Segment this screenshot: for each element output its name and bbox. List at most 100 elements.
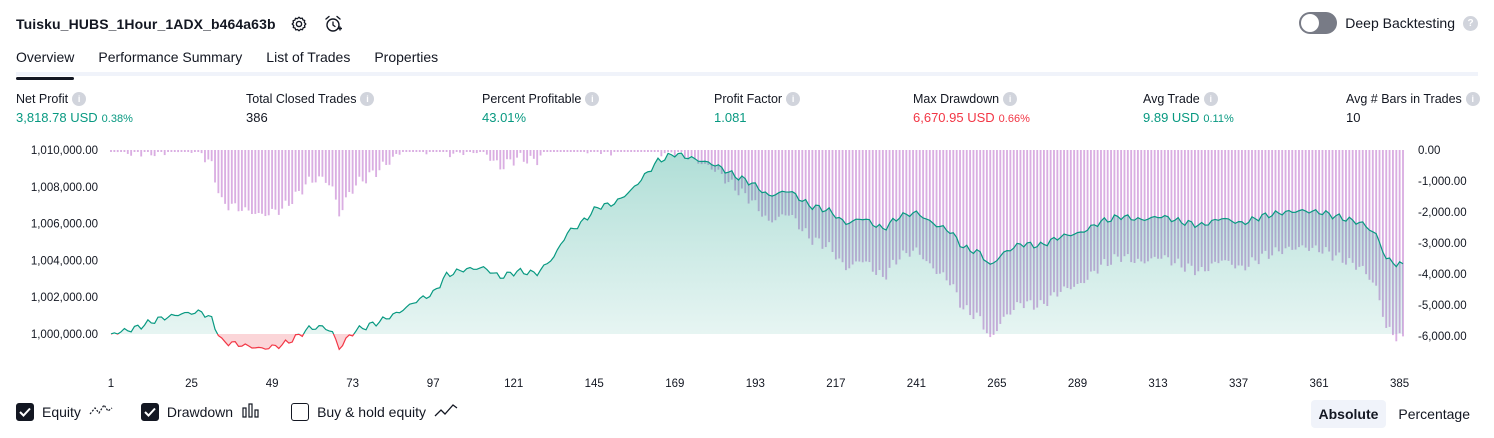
info-icon[interactable]: i	[1003, 92, 1018, 106]
info-icon[interactable]: i	[1203, 92, 1218, 106]
equity-chart[interactable]: 1,010,000.00 1,008,000.00 1,006,000.00 1,00…	[0, 138, 1494, 394]
drawdown-bar	[1314, 150, 1317, 246]
metric-profit-factor: Profit Factor i 1.081	[714, 92, 801, 125]
drawdown-bar	[824, 150, 827, 248]
drawdown-bar	[761, 150, 763, 217]
drawdown-bar	[1029, 150, 1032, 301]
drawdown-bar	[1079, 150, 1082, 283]
drawdown-bar	[1116, 150, 1119, 257]
info-icon[interactable]: i	[72, 92, 87, 106]
drawdown-bar	[1126, 150, 1129, 255]
tab-performance-summary[interactable]: Performance Summary	[98, 49, 243, 65]
drawdown-checkbox[interactable]	[140, 402, 159, 421]
drawdown-bar	[207, 150, 210, 160]
drawdown-bar	[492, 150, 495, 161]
drawdown-bar	[683, 150, 686, 159]
drawdown-bar	[740, 150, 743, 189]
drawdown-bar	[905, 150, 908, 254]
drawdown-bar	[1069, 150, 1072, 290]
drawdown-bar	[1177, 150, 1180, 259]
help-icon[interactable]: ?	[1463, 15, 1478, 31]
drawdown-bar	[962, 150, 965, 310]
metric-percent-profitable: Percent Profitable i 43.01%	[482, 92, 600, 125]
drawdown-bar	[1224, 150, 1227, 261]
drawdown-bar	[381, 150, 384, 162]
legend-equity[interactable]: Equity	[16, 402, 113, 421]
drawdown-bar	[610, 150, 612, 156]
drawdown-bar	[274, 150, 277, 210]
drawdown-bar	[865, 150, 867, 262]
drawdown-bar	[1264, 150, 1267, 251]
drawdown-bar	[1113, 150, 1116, 255]
drawdown-bar	[730, 150, 733, 180]
buy-hold-checkbox[interactable]	[291, 402, 310, 421]
info-icon[interactable]: i	[786, 92, 801, 106]
drawdown-bar	[1046, 150, 1049, 307]
drawdown-bar	[455, 150, 458, 152]
alarm-plus-icon[interactable]	[322, 13, 344, 35]
deep-backtesting-toggle[interactable]	[1299, 12, 1338, 34]
tab-list-of-trades[interactable]: List of Trades	[266, 49, 351, 65]
drawdown-bar	[140, 150, 143, 157]
tab-overview[interactable]: Overview	[16, 44, 75, 80]
drawdown-bar	[925, 150, 928, 262]
drawdown-bar	[660, 150, 663, 157]
drawdown-bar	[217, 150, 220, 194]
percentage-button[interactable]: Percentage	[1398, 406, 1470, 422]
equity-checkbox[interactable]	[16, 402, 34, 421]
drawdown-bar	[898, 150, 901, 260]
drawdown-bar	[908, 150, 911, 257]
legend-buy-hold[interactable]: Buy & hold equity	[291, 402, 458, 421]
drawdown-bar	[415, 150, 418, 152]
drawdown-bar	[351, 150, 354, 194]
metric-avg-bars-in-trades: Avg # Bars in Trades i 10	[1346, 92, 1480, 125]
drawdown-bar	[704, 150, 706, 164]
drawdown-bar	[677, 150, 680, 152]
absolute-button[interactable]: Absolute	[1310, 400, 1387, 428]
drawdown-bar	[938, 150, 941, 274]
drawdown-bar	[1257, 150, 1260, 265]
drawdown-bar	[881, 150, 884, 277]
right-tick-label: 0.00	[1418, 145, 1440, 157]
drawdown-bar	[1026, 150, 1029, 302]
drawdown-bar	[254, 150, 257, 214]
drawdown-bar	[724, 150, 727, 184]
gear-icon[interactable]	[288, 13, 310, 35]
x-tick-label: 337	[1229, 378, 1248, 390]
drawdown-bar	[499, 150, 502, 170]
drawdown-bar	[522, 150, 525, 162]
drawdown-bar	[821, 150, 824, 249]
drawdown-bar	[710, 150, 713, 170]
drawdown-bar	[1398, 150, 1401, 334]
info-icon[interactable]: i	[360, 92, 375, 106]
drawdown-bar	[985, 150, 988, 334]
drawdown-bar	[784, 150, 787, 216]
drawdown-bar	[227, 150, 230, 211]
metrics-row: Net Profit i 3,818.78 USD 0.38% Total Clos…	[16, 92, 1480, 130]
drawdown-bar	[895, 150, 898, 265]
drawdown-bar	[1298, 150, 1300, 248]
drawdown-bar	[110, 150, 112, 152]
metric-label: Profit Factor	[714, 92, 783, 106]
drawdown-bar	[133, 150, 136, 152]
legend-drawdown[interactable]: Drawdown	[140, 402, 263, 421]
drawdown-bar	[1016, 150, 1019, 303]
x-tick-label: 241	[907, 378, 926, 390]
info-icon[interactable]: i	[1465, 92, 1480, 106]
drawdown-bar	[157, 150, 159, 152]
drawdown-bar	[294, 150, 297, 192]
drawdown-bar	[586, 150, 589, 154]
info-icon[interactable]: i	[585, 92, 600, 106]
equity-profit-region	[110, 152, 1404, 334]
equity-line	[110, 152, 1404, 334]
drawdown-bar	[435, 150, 438, 152]
drawdown-bar	[536, 150, 539, 166]
drawdown-bar	[744, 150, 747, 194]
drawdown-bar	[153, 150, 156, 157]
drawdown-bar	[569, 150, 572, 152]
left-tick-label: 1,006,000.00	[31, 219, 98, 231]
drawdown-bar	[482, 150, 485, 152]
drawdown-bar	[707, 150, 710, 165]
tab-properties[interactable]: Properties	[374, 49, 439, 65]
drawdown-bar	[818, 150, 821, 239]
